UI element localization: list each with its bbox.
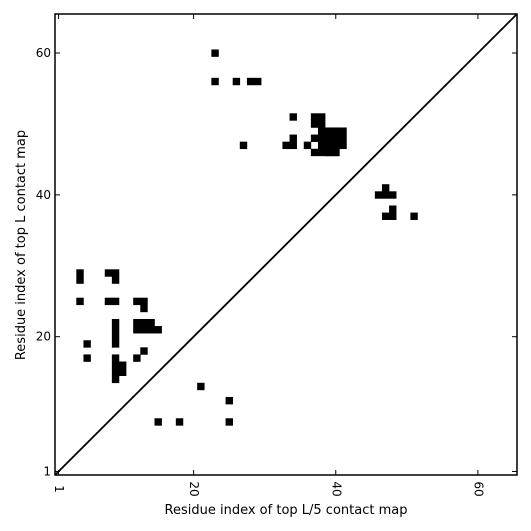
y-tick-label: 60 — [36, 46, 51, 60]
contact-cell-upper — [310, 120, 319, 128]
contact-cell-upper — [389, 191, 397, 199]
contact-cell-upper — [389, 212, 397, 220]
contact-cell-lower — [111, 361, 120, 369]
contact-cell-lower — [111, 340, 120, 348]
contact-cell-upper — [310, 113, 319, 121]
contact-cell-lower — [83, 354, 91, 362]
contact-cell-upper — [325, 148, 333, 157]
contact-cell-upper — [325, 141, 333, 150]
contact-cell-upper — [239, 141, 248, 150]
contact-cell-upper — [246, 77, 255, 86]
contact-cell-upper — [339, 127, 347, 135]
contact-cell-lower — [111, 297, 120, 306]
contact-cell-lower — [154, 418, 162, 426]
contact-cell-lower — [111, 368, 120, 377]
contact-cell-lower — [140, 318, 148, 327]
contact-cell-lower — [83, 340, 91, 348]
y-tick-label: 40 — [36, 188, 51, 202]
contact-cell-upper — [289, 141, 297, 150]
contact-cell-lower — [133, 297, 141, 306]
contact-cell-lower — [133, 318, 141, 327]
contact-cell-upper — [410, 212, 418, 220]
contact-cell-lower — [111, 318, 120, 327]
contact-cell-upper — [211, 77, 219, 86]
contact-cell-lower — [140, 347, 148, 355]
contact-cell-lower — [104, 297, 113, 306]
contact-cell-upper — [289, 113, 297, 121]
contact-cell-lower — [133, 354, 141, 362]
x-tick-label: 20 — [187, 481, 201, 496]
contact-cell-lower — [154, 326, 162, 334]
contact-cell-upper — [389, 205, 397, 213]
contact-cell-upper — [310, 134, 319, 142]
contact-cell-upper — [289, 134, 297, 142]
contact-cell-upper — [317, 120, 326, 128]
contact-cell-upper — [381, 191, 390, 199]
contact-cell-upper — [339, 141, 347, 150]
contact-cell-upper — [332, 127, 340, 135]
contact-cell-upper — [332, 148, 340, 157]
contact-cell-lower — [111, 326, 120, 334]
contact-cell-upper — [317, 141, 326, 150]
x-tick-label: 60 — [471, 481, 485, 496]
contact-cell-upper — [310, 148, 319, 157]
contact-cell-lower — [140, 297, 148, 306]
contact-cell-upper — [325, 134, 333, 142]
contact-cell-lower — [111, 276, 120, 284]
contact-cell-lower — [197, 382, 205, 391]
contact-cell-upper — [232, 77, 241, 86]
contact-cell-lower — [175, 418, 184, 426]
y-tick-label: 1 — [43, 464, 51, 478]
y-tick-label: 20 — [36, 330, 51, 344]
contact-cell-upper — [332, 141, 340, 150]
contact-cell-upper — [325, 127, 333, 135]
contact-cell-upper — [339, 134, 347, 142]
x-tick-label: 40 — [329, 481, 343, 496]
contact-cell-lower — [76, 269, 84, 277]
contact-cell-upper — [317, 127, 326, 135]
contact-cell-upper — [381, 184, 390, 192]
diagonal-line — [54, 13, 518, 476]
contact-cell-upper — [211, 49, 219, 57]
contact-cell-lower — [147, 326, 155, 334]
contact-cell-lower — [225, 396, 233, 405]
axis-ticks: 1 20 40 60 1 20 40 60 — [36, 14, 517, 497]
contact-cell-upper — [317, 148, 326, 157]
contact-cell-upper — [303, 141, 312, 150]
y-axis-label: Residue index of top L contact map — [14, 130, 29, 360]
contact-cell-lower — [111, 354, 120, 362]
contact-cell-lower — [118, 361, 127, 369]
contact-cell-lower — [140, 326, 148, 334]
contact-cell-upper — [332, 134, 340, 142]
contact-cell-upper — [317, 134, 326, 142]
contact-cell-lower — [140, 304, 148, 313]
contact-cell-lower — [133, 326, 141, 334]
contact-cell-upper — [317, 113, 326, 121]
x-axis-label: Residue index of top L/5 contact map — [165, 503, 408, 518]
contact-cell-lower — [76, 276, 84, 284]
contact-cell-lower — [225, 418, 233, 426]
plot-frame — [54, 13, 518, 476]
contact-cell-lower — [147, 318, 155, 327]
contact-cell-lower — [111, 269, 120, 277]
contact-cell-lower — [104, 269, 113, 277]
contact-cell-lower — [111, 333, 120, 341]
x-tick-label: 1 — [52, 485, 66, 493]
contact-cell-upper — [374, 191, 383, 199]
contact-cell-lower — [118, 368, 127, 377]
contact-cells — [76, 49, 418, 426]
contact-cell-upper — [282, 141, 290, 150]
contact-cell-lower — [76, 297, 84, 306]
contact-cell-lower — [111, 375, 120, 384]
contact-cell-upper — [254, 77, 262, 86]
contact-cell-upper — [381, 212, 390, 220]
